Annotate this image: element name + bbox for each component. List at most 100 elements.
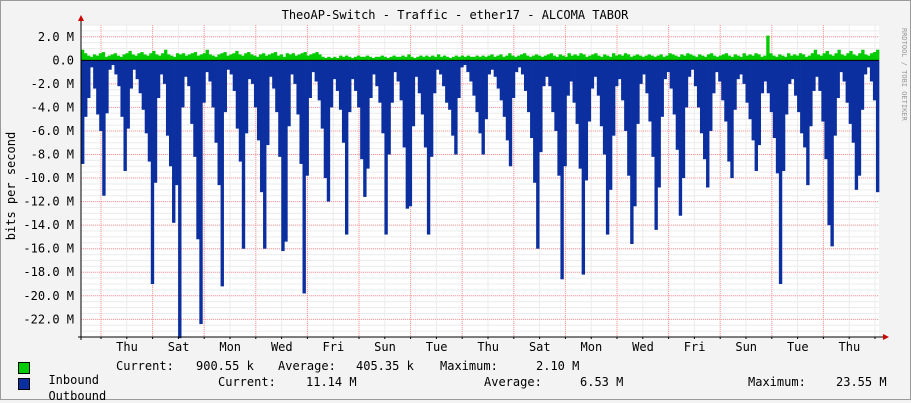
outbound-bar: [466, 60, 470, 73]
outbound-bar: [102, 60, 106, 196]
outbound-bar: [645, 60, 649, 94]
outbound-bar: [144, 60, 149, 134]
outbound-bar: [678, 60, 683, 216]
inbound-bar: [831, 55, 835, 61]
outbound-bar: [260, 60, 264, 193]
inbound-bar: [454, 55, 459, 61]
inbound-bar: [481, 55, 485, 61]
x-tick-label: Tue: [426, 340, 448, 354]
outbound-bar: [578, 60, 582, 169]
chart-title: TheoAP-Switch - Traffic - ether17 - ALCO…: [282, 8, 630, 22]
inbound-bar: [137, 53, 141, 61]
inbound-bar: [398, 56, 402, 61]
outbound-bar: [517, 60, 522, 68]
outbound-bar: [341, 60, 346, 143]
y-tick-label: 2.0 M: [38, 30, 74, 44]
inbound-bar: [837, 49, 841, 61]
outbound-bar: [648, 60, 652, 122]
outbound-bar: [839, 60, 843, 73]
outbound-bar: [542, 60, 546, 87]
inbound-bar: [291, 53, 295, 61]
inbound-bar: [870, 53, 874, 61]
outbound-bar: [739, 60, 743, 75]
outbound-bar: [266, 60, 270, 146]
inbound-bar: [190, 53, 195, 61]
outbound-bar: [305, 60, 309, 176]
inbound-bar: [712, 55, 717, 61]
inbound-bar: [270, 53, 275, 61]
outbound-bar: [848, 60, 853, 124]
outbound-maximum-value: 23.55 M: [836, 375, 887, 389]
inbound-bar: [736, 55, 740, 61]
outbound-bar: [766, 60, 771, 94]
outbound-average-value: 6.53 M: [580, 375, 624, 389]
inbound-bar: [520, 54, 524, 61]
outbound-bar: [627, 60, 631, 176]
inbound-bar: [333, 56, 337, 61]
inbound-bar: [668, 53, 672, 61]
outbound-bar: [757, 60, 762, 146]
x-tick-label: Fri: [323, 340, 345, 354]
outbound-bar: [778, 60, 783, 285]
inbound-bar: [199, 54, 203, 61]
inbound-bar: [701, 55, 705, 61]
inbound-bar: [244, 53, 248, 61]
outbound-bar: [296, 60, 300, 115]
outbound-bar: [247, 60, 252, 80]
inbound-bar: [873, 52, 877, 61]
inbound-bar: [632, 55, 637, 61]
outbound-bar: [833, 60, 837, 136]
inbound-bar: [386, 57, 390, 61]
outbound-bar: [393, 60, 397, 73]
inbound-bar: [330, 57, 334, 61]
outbound-bar: [772, 60, 777, 139]
outbound-bar: [108, 60, 112, 70]
inbound-bar: [864, 54, 868, 61]
outbound-bar: [490, 60, 494, 70]
inbound-bar: [229, 54, 233, 61]
inbound-bar: [238, 54, 242, 61]
inbound-bar: [745, 55, 749, 61]
inbound-bar: [647, 54, 651, 61]
outbound-bar: [608, 60, 613, 190]
inbound-bar: [89, 56, 94, 61]
inbound-bar: [164, 49, 168, 61]
outbound-bar: [390, 60, 394, 103]
y-tick-label: -2.0 M: [31, 77, 74, 91]
outbound-bar: [408, 60, 413, 207]
inbound-bar: [564, 56, 568, 61]
outbound-bar: [332, 60, 337, 80]
outbound-bar: [760, 60, 765, 94]
outbound-bar: [724, 60, 728, 122]
inbound-bar: [241, 55, 245, 61]
inbound-bar: [463, 56, 467, 61]
inbound-bar: [359, 56, 364, 61]
inbound-bar: [570, 55, 574, 61]
outbound-bar: [420, 60, 425, 115]
inbound-bar: [810, 53, 815, 61]
outbound-bar: [208, 60, 212, 82]
outbound-bar: [706, 60, 710, 188]
inbound-bar: [834, 53, 838, 61]
outbound-bar: [402, 60, 407, 148]
outbound-bar: [478, 60, 482, 134]
inbound-bar: [855, 55, 859, 61]
inbound-bar: [107, 55, 112, 61]
inbound-bar: [110, 54, 114, 61]
inbound-bar: [362, 56, 367, 61]
inbound-bar: [724, 53, 729, 61]
outbound-bar: [317, 60, 322, 101]
inbound-bar: [508, 53, 512, 61]
outbound-bar: [666, 60, 670, 73]
outbound-bar: [563, 60, 567, 167]
outbound-bar: [141, 60, 146, 110]
outbound-bar: [787, 60, 792, 84]
outbound-bar: [338, 60, 343, 110]
outbound-bar: [569, 60, 573, 82]
outbound-bar: [584, 60, 589, 181]
outbound-bar: [181, 60, 185, 108]
inbound-bar: [282, 56, 287, 61]
inbound-bar: [318, 54, 322, 61]
y-axis-label: bits per second: [4, 132, 18, 240]
inbound-bar: [475, 55, 479, 61]
